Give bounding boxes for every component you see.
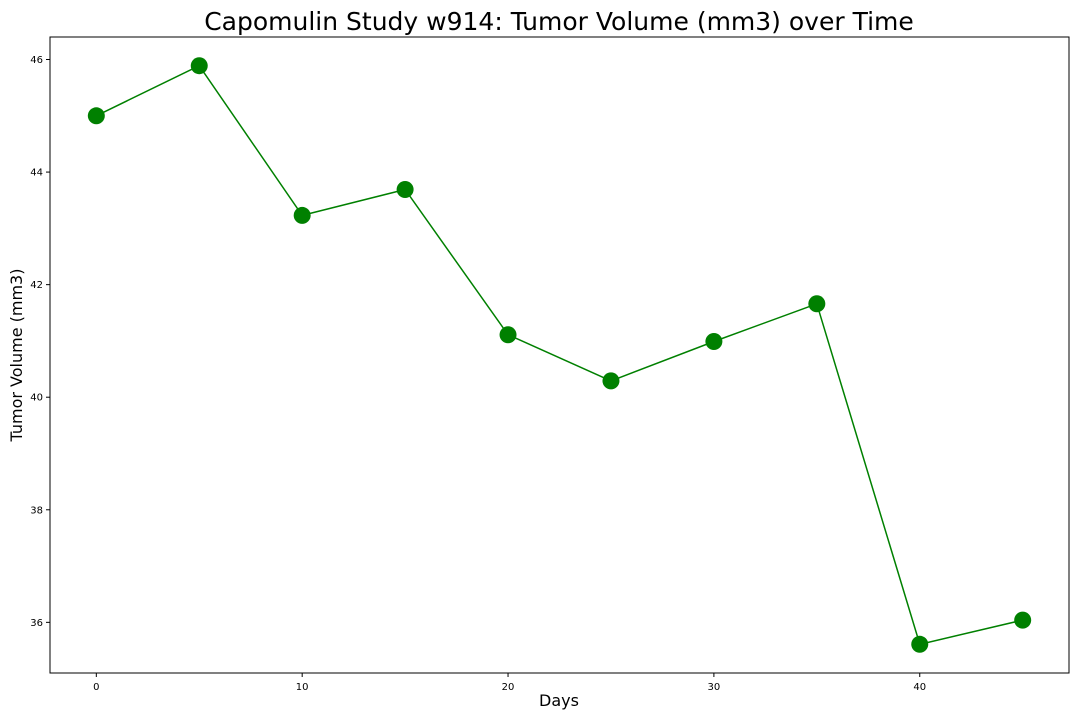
y-axis-label: Tumor Volume (mm3)	[7, 269, 26, 443]
y-tick-label: 42	[30, 280, 43, 291]
x-tick-label: 30	[708, 682, 721, 693]
data-point	[602, 372, 620, 390]
y-tick-label: 40	[30, 393, 43, 404]
data-series	[87, 57, 1032, 653]
data-point	[499, 326, 517, 344]
data-point	[396, 181, 414, 199]
data-point	[1014, 611, 1032, 629]
x-axis-label: Days	[539, 691, 579, 710]
x-tick-label: 10	[296, 682, 309, 693]
x-tick-label: 0	[93, 682, 99, 693]
data-point	[808, 295, 826, 313]
axis-ticks: 0 10 20 30 40 36 38 40 42 44 46	[30, 55, 926, 693]
data-point	[293, 206, 311, 224]
x-tick-label: 20	[502, 682, 515, 693]
data-point	[87, 107, 105, 125]
x-tick-label: 40	[913, 682, 926, 693]
data-point	[190, 57, 208, 75]
y-tick-label: 44	[30, 168, 43, 179]
y-tick-label: 46	[30, 55, 43, 66]
y-tick-label: 38	[30, 505, 43, 516]
y-tick-label: 36	[30, 618, 43, 629]
plot-area-frame	[49, 36, 1070, 674]
data-point	[911, 635, 929, 653]
chart-title: Capomulin Study w914: Tumor Volume (mm3)…	[204, 7, 914, 36]
data-point	[705, 332, 723, 350]
series-line	[95, 64, 1023, 646]
